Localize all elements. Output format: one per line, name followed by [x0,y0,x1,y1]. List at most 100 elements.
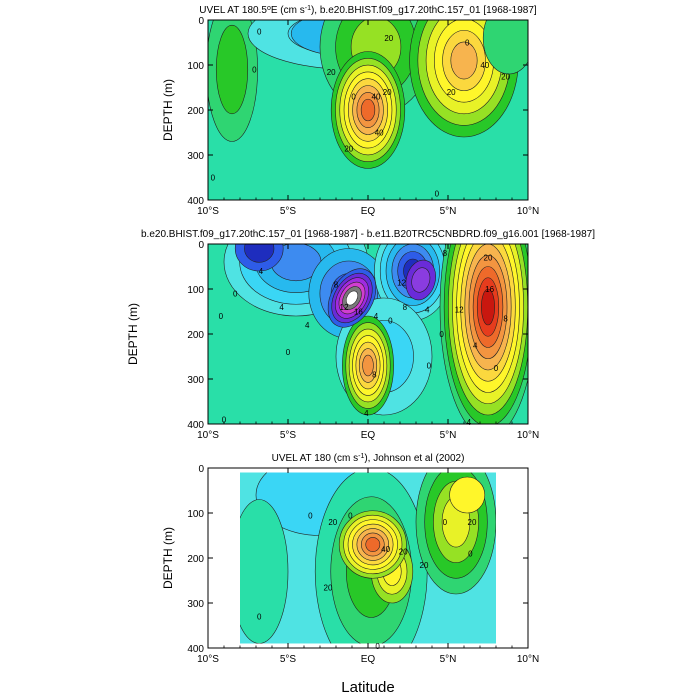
panel-middle-contour-label: 4 [279,303,284,312]
panel-middle-ylabel: DEPTH (m) [126,303,140,365]
panel-bottom-ytick-label: 300 [187,599,204,610]
panel-bottom-ytick-label: 200 [187,554,204,565]
panel-middle-ytick-label: 100 [187,285,204,296]
panel-bottom-contour-label: 20 [328,518,337,527]
panel-middle-contour-band [481,288,495,326]
panel-top-ytick-label: 100 [187,61,204,72]
panel-middle-contour-label: 0 [439,330,444,339]
panel-middle-contour-band [345,290,359,306]
x-axis-label: Latitude [341,679,394,696]
panel-top-xtick-label: 5°S [280,206,297,217]
panel-top-contour-label: 0 [252,66,257,75]
panel-bottom-contour-labels: 20 0 20 40 20 20 20 0 0 0 0 0 [257,511,477,651]
panel-middle-contour-label: 0 [286,348,291,357]
panel-middle-contour-label: 0 [222,416,227,425]
panel-top: UVEL AT 180.5oE (cm s-1), b.e20.BHIST.f0… [161,5,539,218]
panel-middle-contour-label: 4 [374,312,379,321]
panel-bottom-contour-label: 20 [399,547,408,556]
panel-middle-contour-band [362,354,374,377]
panel-middle-contour-label: 12 [455,305,464,314]
panel-middle-contour-band [411,267,431,293]
panel-middle-contour-label: 0 [219,312,224,321]
panel-top-ytick-label: 400 [187,196,204,207]
panel-middle-contour-label: 0 [494,364,499,373]
panel-bottom-contour-label: 20 [468,518,477,527]
panel-middle-contour-label: 20 [484,254,493,263]
panel-top-contour-band [450,41,478,80]
panel-middle-contour-label: 12 [397,278,406,287]
panel-middle-contour-label: 16 [354,308,363,317]
panel-top-contour-label: 0 [211,174,216,183]
panel-bottom-contour-label: 0 [348,511,353,520]
panel-middle-contour-label: 4 [305,321,310,330]
panel-top-ytick-label: 0 [198,16,204,27]
panel-middle-contour-band [244,244,275,263]
panel-middle-xtick-label: 10°N [517,430,539,441]
panel-bottom-contour-label: 20 [420,561,429,570]
panel-top-contour-label: 40 [372,93,381,102]
panel-middle-contour-label: 8 [334,281,339,290]
panel-bottom-xtick-label: 10°S [197,654,219,665]
panel-bottom-contour-label: 20 [324,583,333,592]
panel-middle-title: b.e20.BHIST.f09_g17.20thC.157_01 [1968-1… [141,229,595,240]
panel-top-contour-label: 20 [501,72,510,81]
panel-middle-contour-label: 8 [443,249,448,258]
panel-top-contour-band [360,98,376,122]
panel-top-xtick-label: EQ [361,206,376,217]
panel-middle-contour-label: 4 [364,409,369,418]
panel-middle-contour-label: 0 [388,317,393,326]
panel-top-contour-label: 20 [327,68,336,77]
panel-bottom-contour-label: 0 [443,518,448,527]
panel-bottom-contour-band [240,499,289,644]
panel-bottom-ytick-label: 0 [198,464,204,475]
panel-middle-contour-label: 4 [259,267,264,276]
panel-middle-ytick-label: 0 [198,240,204,251]
panel-middle-contour-label: 12 [340,303,349,312]
panel-top-contour-label: 0 [351,93,356,102]
panel-top-xtick-label: 10°S [197,206,219,217]
panel-top-ytick-label: 200 [187,106,204,117]
panel-middle-xtick-label: EQ [361,430,376,441]
panel-bottom-contour-label: 0 [308,511,313,520]
panel-top-contour-band [215,24,249,115]
panel-bottom-xtick-label: EQ [361,654,376,665]
panel-bottom-xtick-label: 5°S [280,654,297,665]
panel-top-ylabel: DEPTH (m) [161,79,175,141]
panel-middle-ytick-label: 200 [187,330,204,341]
panel-top-contour-label: 40 [480,61,489,70]
panel-middle-xtick-label: 5°S [280,430,297,441]
panel-middle-contour-label: 8 [503,314,508,323]
panel-bottom-ytick-label: 100 [187,509,204,520]
panel-middle-contour-label: 8 [403,303,408,312]
panel-middle-contour-label: 16 [485,285,494,294]
panel-top-contour-label: 20 [384,34,393,43]
panel-middle-contour-label: 8 [372,371,377,380]
panel-top-ytick-label: 300 [187,151,204,162]
panel-bottom-xtick-label: 10°N [517,654,539,665]
panel-top-contour-label: 0 [257,27,262,36]
panel-top-contour-label: 0 [465,39,470,48]
panel-bottom-contour-label: 0 [257,613,262,622]
panel-bottom-ytick-label: 400 [187,644,204,655]
panel-bottom: UVEL AT 180 (cm s-1), Johnson et al (200… [161,453,539,666]
panel-middle-ytick-label: 300 [187,375,204,386]
panel-middle-contour-label: 4 [425,305,430,314]
panel-middle-xtick-label: 10°S [197,430,219,441]
panel-middle-plot [208,244,528,424]
panel-bottom-contour-band [365,537,381,552]
panel-middle-ytick-label: 400 [187,420,204,431]
panel-top-contour-band [482,20,528,75]
panel-top-xtick-label: 5°N [440,206,457,217]
panel-top-xtick-label: 10°N [517,206,539,217]
panel-middle-contour-label: 4 [467,418,472,427]
panel-middle-xtick-label: 5°N [440,430,457,441]
panel-top-contour-label: 0 [435,189,440,198]
panel-bottom-ylabel: DEPTH (m) [161,527,175,589]
panel-bottom-contour-label: 40 [381,545,390,554]
